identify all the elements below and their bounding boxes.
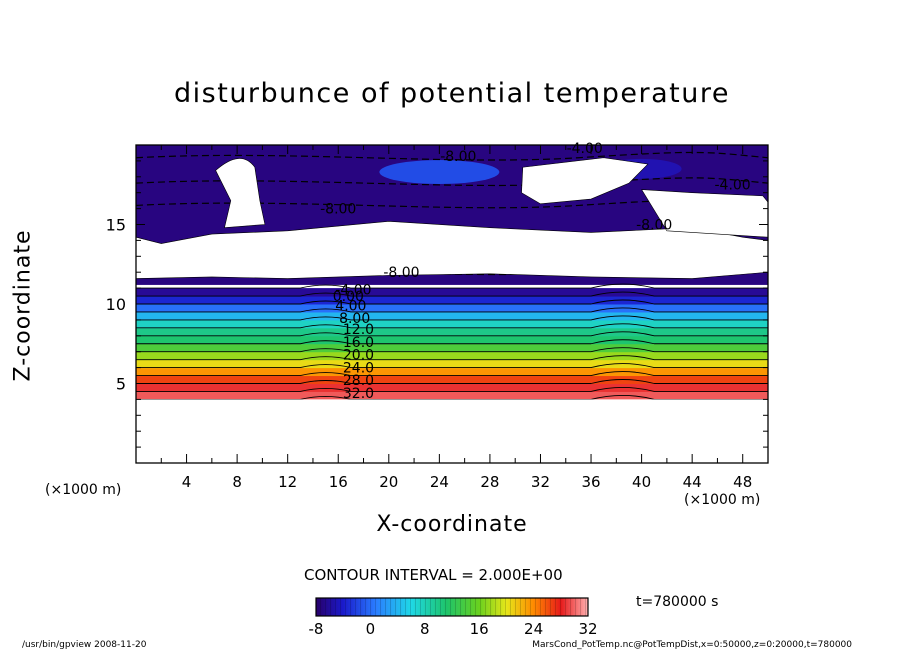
x-tick-label: 4 (182, 473, 192, 491)
level-band (136, 367, 768, 377)
x-tick-label: 44 (683, 473, 702, 491)
y-tick-label: 5 (116, 375, 126, 394)
contour-line (136, 199, 768, 209)
colorbar-frame (315, 597, 589, 617)
level-band (136, 304, 768, 313)
footer-right: MarsCond_PotTemp.nc@PotTempDist,x=0:5000… (532, 640, 852, 650)
level-band (136, 319, 768, 329)
contour-line (136, 379, 768, 384)
contour-line (136, 177, 768, 187)
colorbar-fill (316, 598, 588, 616)
contour-line (136, 151, 768, 161)
colorbar-tick-label: -8 (309, 620, 324, 638)
contour-line (136, 355, 768, 361)
x-tick-label: 40 (632, 473, 651, 491)
contour-label: -4.00 (335, 282, 371, 298)
level-band (136, 383, 768, 392)
contour-interval-text: CONTOUR INTERVAL = 2.000E+00 (304, 566, 563, 584)
x-axis-label: X-coordinate (376, 512, 528, 537)
contour-line (136, 307, 768, 313)
colorbar-tick-label: 8 (420, 620, 430, 638)
level-band (136, 296, 768, 305)
upper-field (136, 145, 768, 285)
x-tick-label: 20 (379, 473, 398, 491)
contour-line (136, 347, 768, 353)
contour-line (136, 339, 768, 345)
contour-line (136, 394, 768, 400)
level-band (136, 343, 768, 353)
contour-label: 20.0 (343, 348, 374, 364)
missing-region (136, 399, 768, 463)
x-tick-label: 36 (581, 473, 600, 491)
contour-line (136, 363, 768, 369)
contour-label: 4.00 (335, 298, 366, 314)
colorbar-stripes (316, 598, 588, 616)
level-band (136, 359, 768, 369)
contour-label: 28.0 (343, 373, 374, 389)
time-label: t=780000 s (636, 594, 719, 610)
colorbar-tick-label: 24 (524, 620, 543, 638)
contour-line (136, 387, 768, 392)
cold-core (601, 158, 682, 179)
contour-label: -8.00 (636, 217, 672, 233)
missing-region (641, 189, 768, 238)
missing-region (215, 158, 266, 229)
contour-line (136, 291, 768, 297)
colorbar-tick-label: 16 (470, 620, 489, 638)
footer-left: /usr/bin/gpview 2008-11-20 (22, 640, 147, 650)
contour-label: -8.00 (320, 201, 356, 217)
x-tick-label: 28 (480, 473, 499, 491)
y-tick-label: 15 (106, 216, 126, 235)
x-tick-label: 32 (531, 473, 550, 491)
x-tick-label: 16 (329, 473, 348, 491)
level-band (136, 391, 768, 400)
colorbar-tick-label: 0 (366, 620, 376, 638)
cold-core (379, 160, 500, 185)
y-axis-label: Z-coordinate (10, 229, 36, 382)
contour-label: -4.00 (714, 178, 750, 194)
plot-frame (135, 144, 769, 464)
contour-line (136, 299, 768, 305)
contour-label: -8.00 (383, 265, 419, 281)
contour-label: 8.00 (339, 311, 370, 327)
x-tick-label: 8 (232, 473, 242, 491)
x-unit-label-left: (×1000 m) (45, 482, 122, 498)
level-band (136, 351, 768, 361)
contour-line (136, 371, 768, 376)
contour-label: 32.0 (343, 386, 374, 402)
level-band (136, 327, 768, 337)
missing-region (136, 221, 768, 279)
x-tick-label: 12 (278, 473, 297, 491)
level-band (136, 288, 768, 297)
y-tick-label: 10 (106, 295, 126, 314)
contour-label: 16.0 (343, 335, 374, 351)
x-tick-label: 24 (430, 473, 449, 491)
contour-line (136, 242, 768, 252)
colorbar-tick-label: 32 (578, 620, 597, 638)
contour-label: 24.0 (343, 360, 374, 376)
contour-label: 0.00 (333, 289, 364, 305)
contour-line (136, 323, 768, 329)
missing-region (521, 157, 649, 205)
contour-line (136, 331, 768, 337)
x-unit-label-right: (×1000 m) (684, 492, 761, 508)
chart-title: disturbunce of potential temperature (174, 78, 730, 109)
level-band (136, 335, 768, 345)
level-band (136, 311, 768, 321)
contour-line (136, 315, 768, 321)
contour-line (136, 283, 768, 289)
x-tick-label: 48 (733, 473, 752, 491)
contour-label: -4.00 (567, 141, 603, 157)
contour-label: 12.0 (343, 322, 374, 338)
level-band (136, 375, 768, 384)
contour-label: -8.00 (440, 149, 476, 165)
contour-line (136, 266, 768, 276)
